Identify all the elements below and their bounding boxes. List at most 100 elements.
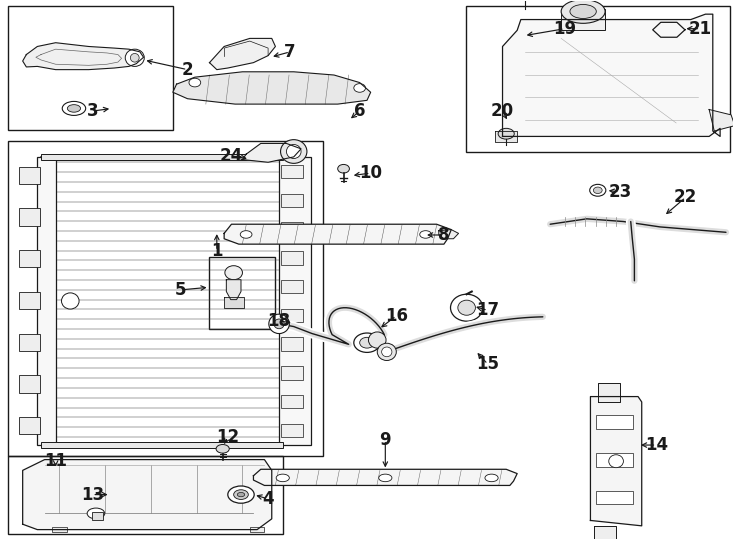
Ellipse shape bbox=[286, 145, 301, 159]
Ellipse shape bbox=[216, 444, 229, 453]
Ellipse shape bbox=[237, 492, 244, 497]
Bar bbox=[41, 442, 283, 448]
Text: 5: 5 bbox=[175, 281, 186, 299]
Bar bbox=[19, 375, 40, 393]
Text: 4: 4 bbox=[262, 490, 274, 508]
Bar bbox=[280, 165, 302, 178]
Polygon shape bbox=[209, 38, 275, 70]
Bar bbox=[8, 456, 283, 534]
Text: 6: 6 bbox=[354, 102, 366, 120]
Bar bbox=[19, 166, 40, 184]
Ellipse shape bbox=[382, 347, 392, 357]
Bar bbox=[596, 415, 633, 429]
Text: 14: 14 bbox=[644, 436, 668, 454]
Text: 22: 22 bbox=[674, 188, 697, 206]
Polygon shape bbox=[594, 526, 616, 539]
Ellipse shape bbox=[354, 84, 366, 92]
Bar bbox=[19, 417, 40, 434]
Text: 12: 12 bbox=[217, 428, 239, 446]
Polygon shape bbox=[173, 72, 371, 104]
Ellipse shape bbox=[228, 486, 254, 503]
Ellipse shape bbox=[62, 293, 79, 309]
Ellipse shape bbox=[608, 455, 623, 468]
Polygon shape bbox=[224, 224, 451, 244]
Bar bbox=[250, 527, 264, 532]
Text: 2: 2 bbox=[182, 60, 193, 79]
Text: 19: 19 bbox=[553, 19, 576, 38]
Text: 15: 15 bbox=[476, 355, 499, 373]
Ellipse shape bbox=[189, 78, 200, 87]
Text: 24: 24 bbox=[220, 147, 243, 165]
Polygon shape bbox=[253, 469, 517, 485]
Polygon shape bbox=[495, 131, 517, 142]
Bar bbox=[596, 491, 633, 504]
Bar bbox=[209, 256, 275, 329]
Text: 9: 9 bbox=[379, 431, 391, 449]
Ellipse shape bbox=[593, 187, 602, 193]
Polygon shape bbox=[242, 144, 301, 163]
Bar bbox=[19, 334, 40, 351]
Polygon shape bbox=[224, 297, 244, 308]
Polygon shape bbox=[590, 396, 642, 526]
Bar bbox=[279, 157, 310, 445]
Ellipse shape bbox=[131, 53, 139, 62]
Polygon shape bbox=[653, 22, 685, 37]
Polygon shape bbox=[439, 230, 459, 239]
Bar bbox=[52, 527, 67, 532]
Text: 3: 3 bbox=[87, 102, 98, 120]
Bar bbox=[41, 154, 283, 160]
Bar bbox=[466, 6, 730, 152]
Ellipse shape bbox=[87, 508, 105, 519]
Bar bbox=[655, 35, 682, 42]
Ellipse shape bbox=[451, 294, 483, 321]
Bar bbox=[280, 423, 302, 437]
Ellipse shape bbox=[276, 474, 289, 482]
Ellipse shape bbox=[233, 490, 248, 500]
Ellipse shape bbox=[589, 184, 606, 196]
Text: 17: 17 bbox=[476, 301, 499, 319]
Text: 18: 18 bbox=[268, 312, 291, 330]
Bar bbox=[19, 292, 40, 309]
Ellipse shape bbox=[379, 474, 392, 482]
Bar bbox=[8, 141, 323, 456]
Text: 7: 7 bbox=[284, 43, 296, 61]
Polygon shape bbox=[709, 110, 734, 131]
Bar bbox=[280, 222, 302, 236]
Ellipse shape bbox=[570, 4, 596, 18]
Bar bbox=[280, 308, 302, 322]
Ellipse shape bbox=[360, 338, 374, 348]
Ellipse shape bbox=[126, 49, 145, 66]
Ellipse shape bbox=[240, 231, 252, 238]
Text: 16: 16 bbox=[385, 307, 408, 325]
Ellipse shape bbox=[420, 231, 432, 238]
Bar bbox=[8, 6, 173, 130]
Bar bbox=[19, 250, 40, 267]
Polygon shape bbox=[597, 383, 619, 402]
Ellipse shape bbox=[485, 474, 498, 482]
Bar bbox=[561, 9, 605, 30]
Ellipse shape bbox=[458, 300, 476, 315]
Ellipse shape bbox=[658, 24, 680, 36]
Bar bbox=[280, 395, 302, 408]
Ellipse shape bbox=[498, 129, 515, 139]
Ellipse shape bbox=[368, 332, 386, 348]
Polygon shape bbox=[226, 280, 241, 300]
Ellipse shape bbox=[269, 314, 289, 334]
Bar bbox=[280, 251, 302, 265]
Bar bbox=[280, 194, 302, 207]
Bar bbox=[596, 453, 633, 467]
Bar bbox=[280, 366, 302, 380]
Ellipse shape bbox=[62, 102, 86, 116]
Bar bbox=[37, 157, 56, 445]
Ellipse shape bbox=[354, 333, 380, 353]
Ellipse shape bbox=[68, 105, 81, 112]
Text: 21: 21 bbox=[688, 19, 712, 38]
Ellipse shape bbox=[225, 266, 242, 280]
Bar bbox=[19, 208, 40, 226]
Ellipse shape bbox=[274, 319, 284, 329]
Text: 23: 23 bbox=[608, 183, 631, 201]
Bar bbox=[92, 512, 103, 520]
Bar bbox=[280, 338, 302, 351]
Polygon shape bbox=[23, 43, 144, 70]
Ellipse shape bbox=[338, 165, 349, 173]
